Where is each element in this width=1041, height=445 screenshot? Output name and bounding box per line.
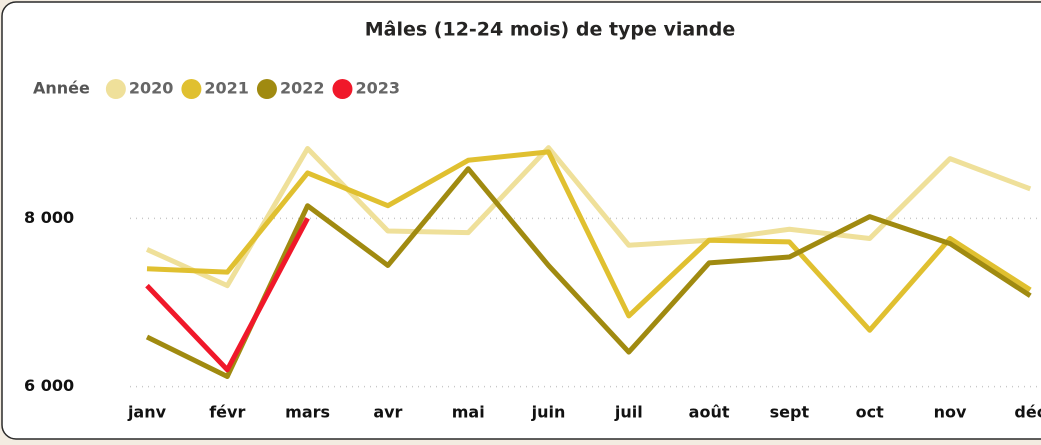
legend-label: 2021 xyxy=(204,79,249,98)
x-tick-label: avr xyxy=(373,403,402,422)
legend-swatch xyxy=(181,79,202,99)
series-line xyxy=(146,149,1032,333)
x-tick-label: juil xyxy=(614,403,643,422)
y-tick-label: 6 000 xyxy=(24,376,74,395)
legend-swatch xyxy=(256,79,277,99)
x-tick-label: févr xyxy=(209,403,245,422)
x-tick-label: sept xyxy=(770,403,810,422)
legend-label: 2020 xyxy=(129,79,174,98)
x-tick-label: juin xyxy=(531,403,566,422)
legend-label: 2022 xyxy=(280,79,325,98)
legend-swatch xyxy=(332,79,353,99)
x-tick-label: déc xyxy=(1014,403,1041,422)
chart-title: Mâles (12-24 mois) de type viande xyxy=(365,19,736,41)
series-line xyxy=(145,145,1032,289)
legend-title: Année xyxy=(33,79,90,98)
x-tick-label: août xyxy=(689,403,730,422)
x-tick-label: janv xyxy=(127,403,167,422)
x-tick-label: mars xyxy=(285,403,330,422)
y-tick-label: 8 000 xyxy=(24,208,74,227)
x-tick-label: oct xyxy=(856,403,884,422)
legend-swatch xyxy=(105,79,126,99)
x-tick-label: nov xyxy=(934,403,967,422)
series-line xyxy=(145,217,310,373)
x-tick-label: mai xyxy=(452,403,485,422)
series-line xyxy=(145,166,1032,379)
legend-label: 2023 xyxy=(355,79,400,98)
